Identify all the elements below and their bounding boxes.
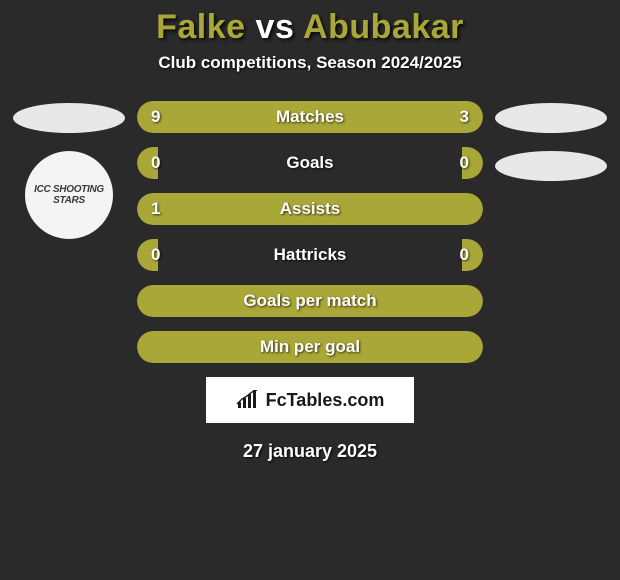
- stat-label: Matches: [137, 107, 483, 127]
- stat-bar-goals-per-match: Goals per match: [137, 285, 483, 317]
- stats-bars: 9Matches30Goals01Assists0Hattricks0Goals…: [137, 101, 483, 363]
- main-row: ICC SHOOTING STARS 9Matches30Goals01Assi…: [0, 101, 620, 363]
- left-avatar-column: ICC SHOOTING STARS: [9, 101, 129, 239]
- stat-bar-min-per-goal: Min per goal: [137, 331, 483, 363]
- stat-bar-hattricks: 0Hattricks0: [137, 239, 483, 271]
- stat-label: Hattricks: [137, 245, 483, 265]
- page-title: Falke vs Abubakar: [156, 8, 464, 47]
- stat-value-right: 3: [460, 107, 469, 127]
- stat-bar-assists: 1Assists: [137, 193, 483, 225]
- player2-avatar-placeholder: [495, 103, 607, 133]
- player1-avatar-placeholder: [13, 103, 125, 133]
- stat-label: Goals: [137, 153, 483, 173]
- stat-label: Goals per match: [137, 291, 483, 311]
- player1-name: Falke: [156, 8, 245, 46]
- player1-club-badge: ICC SHOOTING STARS: [25, 151, 113, 239]
- stat-bar-matches: 9Matches3: [137, 101, 483, 133]
- vs-text: vs: [256, 8, 295, 46]
- date-text: 27 january 2025: [243, 441, 377, 462]
- right-avatar-column: [491, 101, 611, 181]
- subtitle: Club competitions, Season 2024/2025: [158, 53, 461, 73]
- club-badge-text: ICC SHOOTING STARS: [25, 184, 113, 206]
- watermark-text: FcTables.com: [266, 390, 385, 411]
- stat-label: Min per goal: [137, 337, 483, 357]
- comparison-card: Falke vs Abubakar Club competitions, Sea…: [0, 0, 620, 580]
- player2-club-badge-placeholder: [495, 151, 607, 181]
- watermark-badge[interactable]: FcTables.com: [206, 377, 414, 423]
- stat-label: Assists: [137, 199, 483, 219]
- stat-bar-goals: 0Goals0: [137, 147, 483, 179]
- stat-value-right: 0: [460, 245, 469, 265]
- stat-value-right: 0: [460, 153, 469, 173]
- bar-chart-icon: [236, 390, 260, 410]
- player2-name: Abubakar: [303, 8, 464, 46]
